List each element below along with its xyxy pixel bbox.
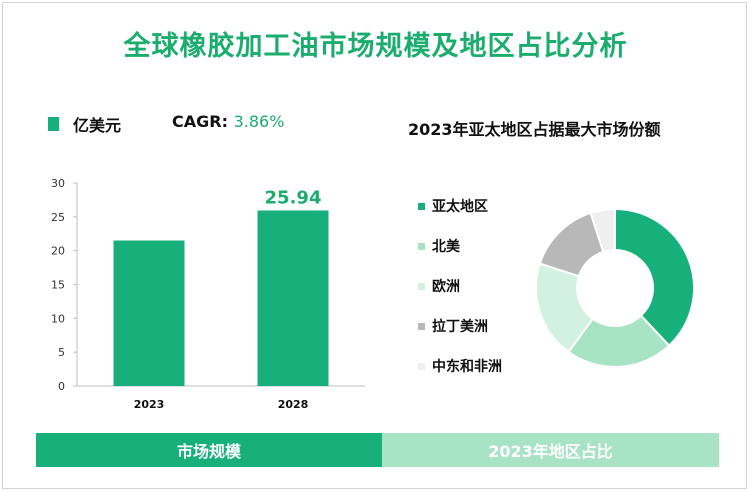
cagr-value: 3.86% bbox=[233, 112, 285, 131]
pie-chart bbox=[535, 207, 695, 368]
page-title: 全球橡胶加工油市场规模及地区占比分析 bbox=[123, 31, 628, 62]
y-tick-label: 5 bbox=[58, 346, 65, 359]
y-tick-label: 25 bbox=[51, 211, 65, 224]
cagr-label: CAGR: bbox=[172, 112, 228, 131]
pie-legend-item: 北美 bbox=[418, 236, 460, 256]
bottom-tab-market-size: 市场规模 bbox=[36, 433, 382, 467]
x-tick-label: 2028 bbox=[278, 398, 309, 411]
y-tick-label: 30 bbox=[51, 177, 65, 190]
y-tick-label: 10 bbox=[51, 312, 65, 325]
y-tick-label: 15 bbox=[51, 279, 65, 292]
slice-4 bbox=[589, 207, 616, 254]
y-tick-label: 0 bbox=[58, 380, 65, 393]
bar-chart: 0 5 10 15 20 25 30 2023 2028 25.94 bbox=[51, 177, 365, 411]
pie-legend-label: 北美 bbox=[432, 239, 460, 255]
pie-legend-label: 拉丁美洲 bbox=[432, 319, 488, 335]
pie-legend-label: 中东和非洲 bbox=[432, 359, 502, 375]
pie-title: 2023年亚太地区占据最大市场份额 bbox=[408, 120, 661, 139]
y-tick-label: 20 bbox=[51, 245, 65, 258]
pie-legend-label: 欧洲 bbox=[432, 279, 460, 295]
bottom-tab-region-share: 2023年地区占比 bbox=[382, 433, 719, 467]
bar-legend-swatch bbox=[48, 117, 59, 131]
pie-legend-swatch bbox=[418, 242, 425, 250]
pie-legend-item: 欧洲 bbox=[418, 276, 460, 296]
bar-2028 bbox=[257, 210, 329, 386]
data-label-2028: 25.94 bbox=[265, 187, 322, 208]
bar-legend: 亿美元 bbox=[48, 112, 121, 136]
bar-legend-label: 亿美元 bbox=[73, 116, 122, 135]
slice-0 bbox=[614, 207, 695, 348]
pie-legend-swatch bbox=[418, 282, 425, 290]
pie-legend-item: 亚太地区 bbox=[418, 196, 488, 216]
pie-legend-label: 亚太地区 bbox=[432, 199, 488, 215]
cagr-text: CAGR: 3.86% bbox=[172, 112, 284, 131]
pie-legend-item: 中东和非洲 bbox=[418, 356, 502, 376]
pie-legend-swatch bbox=[418, 202, 425, 210]
bar-2023 bbox=[113, 240, 185, 386]
pie-legend-swatch bbox=[418, 322, 425, 330]
pie-legend-item: 拉丁美洲 bbox=[418, 316, 488, 336]
pie-legend-swatch bbox=[418, 362, 425, 370]
x-tick-label: 2023 bbox=[134, 398, 165, 411]
